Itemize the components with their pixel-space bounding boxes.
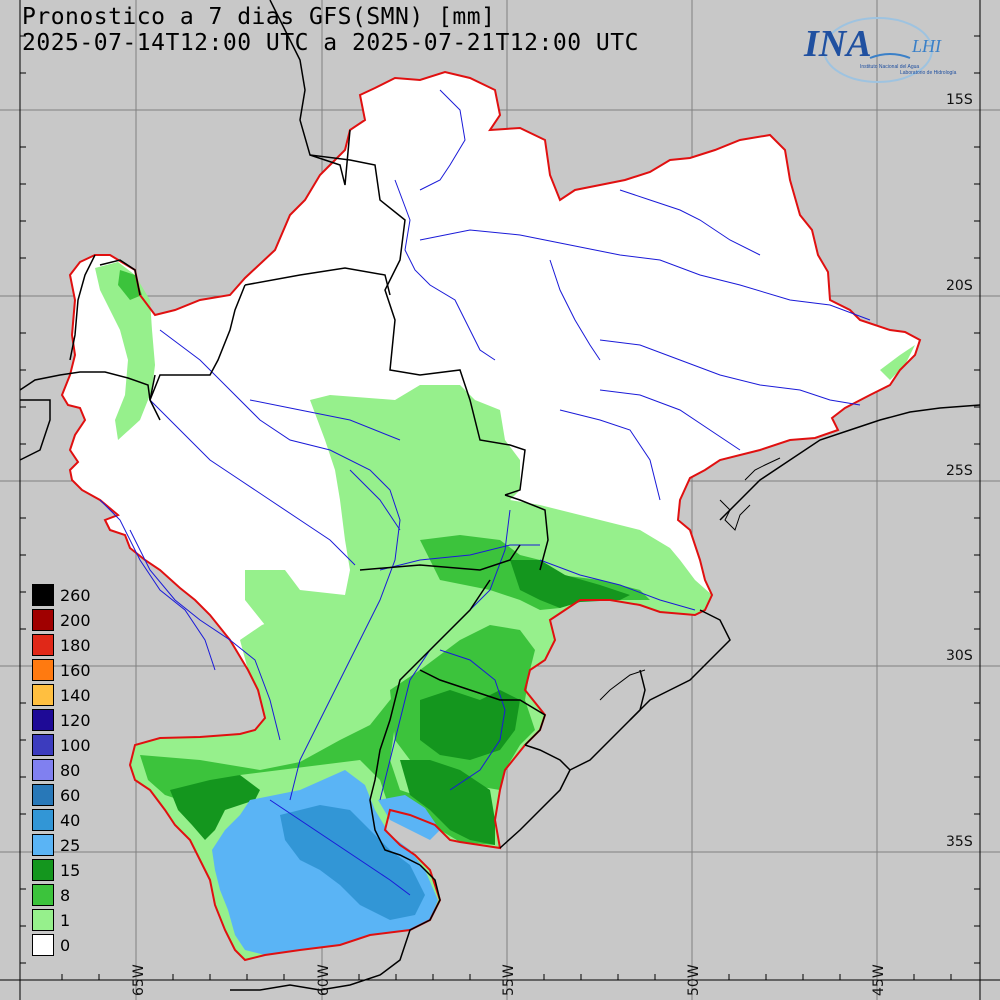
legend-label: 200 — [60, 611, 91, 630]
lat-label-35s: 35S — [944, 834, 975, 850]
lat-label-25s: 25S — [944, 463, 975, 479]
svg-text:LHI: LHI — [911, 36, 942, 56]
precip-1-8-east — [880, 345, 915, 380]
lon-label-50w: 50W — [686, 964, 702, 996]
precip-15-25-c — [510, 560, 630, 608]
legend-label: 80 — [60, 761, 81, 780]
lat-label-30s: 30S — [944, 648, 975, 664]
map-title-line-2: 2025-07-14T12:00 UTC a 2025-07-21T12:00 … — [22, 30, 639, 56]
legend-swatch — [32, 584, 54, 606]
precip-15-25 — [170, 775, 260, 840]
legend-label: 0 — [60, 936, 71, 955]
precip-1-8-northwest — [95, 262, 155, 440]
legend-swatch — [32, 684, 54, 706]
legend-swatch — [32, 809, 54, 831]
svg-text:Instituto Nacional del Agua: Instituto Nacional del Agua — [860, 64, 919, 70]
precip-15-25-d — [420, 690, 520, 760]
legend-label: 1 — [60, 911, 71, 930]
lon-label-65w: 65W — [131, 964, 147, 996]
lon-label-60w: 60W — [316, 964, 332, 996]
legend-label: 180 — [60, 636, 91, 655]
legend-label: 140 — [60, 686, 91, 705]
precip-8-15-small — [118, 270, 142, 300]
ina-lhi-logo: INA LHI Instituto Nacional del Agua Labo… — [800, 12, 970, 92]
legend-label: 15 — [60, 861, 81, 880]
lon-label-55w: 55W — [501, 964, 517, 996]
basin-outline — [60, 70, 922, 962]
precip-25-40-b — [378, 795, 440, 840]
legend-swatch — [32, 834, 54, 856]
legend-swatch — [32, 759, 54, 781]
legend-label: 260 — [60, 586, 91, 605]
legend-swatch — [32, 934, 54, 956]
legend-swatch — [32, 709, 54, 731]
lat-label-15s: 15S — [944, 92, 975, 108]
coastline-details — [599, 457, 781, 701]
svg-text:INA: INA — [803, 23, 872, 65]
legend-swatch — [32, 659, 54, 681]
lat-label-20s: 20S — [944, 278, 975, 294]
legend-swatch — [32, 884, 54, 906]
legend-swatch — [32, 634, 54, 656]
legend-swatch — [32, 859, 54, 881]
legend-swatch — [32, 609, 54, 631]
precip-40-60 — [280, 805, 425, 920]
precip-15-25-b — [400, 760, 495, 845]
legend-label: 100 — [60, 736, 91, 755]
lon-label-45w: 45W — [871, 964, 887, 996]
svg-text:Laboratorio de Hidrología: Laboratorio de Hidrología — [900, 70, 957, 76]
legend-swatch — [32, 784, 54, 806]
legend-swatch — [32, 909, 54, 931]
legend-label: 120 — [60, 711, 91, 730]
precip-1-8-west — [245, 570, 345, 625]
legend-label: 40 — [60, 811, 81, 830]
map-title-line-1: Pronostico a 7 dias GFS(SMN) [mm] — [22, 4, 496, 30]
country-borders — [19, 0, 981, 991]
legend-label: 25 — [60, 836, 81, 855]
legend-label: 60 — [60, 786, 81, 805]
legend-swatch — [32, 734, 54, 756]
legend-label: 8 — [60, 886, 71, 905]
legend-label: 160 — [60, 661, 91, 680]
